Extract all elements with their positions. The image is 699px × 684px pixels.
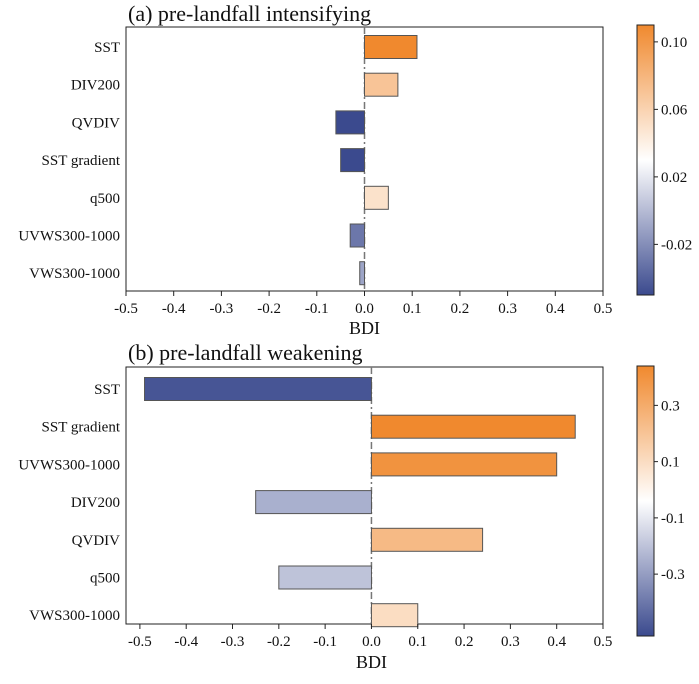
- bar-q500: [364, 185, 389, 210]
- x-tick-label: -0.3: [210, 301, 234, 317]
- x-tick-label: 0.5: [594, 301, 613, 317]
- category-label: DIV200: [71, 495, 120, 511]
- x-tick-label: -0.1: [305, 301, 329, 317]
- x-tick-label: -0.5: [128, 634, 152, 650]
- bar-q500: [278, 565, 372, 590]
- x-tick-label: 0.1: [403, 301, 422, 317]
- x-tick-label: 0.4: [547, 634, 566, 650]
- plot-frame: [125, 366, 604, 625]
- category-label: SST: [94, 382, 120, 398]
- colorbar-tick-label: 0.06: [661, 102, 688, 118]
- x-tick-label: -0.2: [267, 634, 291, 650]
- colorbar-tick-label: 0.1: [661, 455, 680, 471]
- colorbar-tick-label: 0.3: [661, 398, 680, 414]
- x-tick-label: 0.3: [501, 634, 520, 650]
- category-label: SST: [94, 40, 120, 56]
- panel-title: (a) pre-landfall intensifying: [128, 1, 371, 26]
- x-tick-label: 0.5: [594, 634, 613, 650]
- colorbar: [636, 365, 655, 637]
- x-tick-label: -0.1: [313, 634, 337, 650]
- bar-div200: [255, 490, 372, 515]
- bar-div200: [364, 72, 399, 97]
- category-label: SST gradient: [42, 153, 121, 169]
- category-label: UVWS300-1000: [18, 457, 120, 473]
- colorbar-tick-label: -0.1: [661, 511, 685, 527]
- bar-vws300-1000: [359, 261, 366, 286]
- bar-sst: [364, 35, 418, 59]
- x-tick-label: -0.5: [114, 301, 138, 317]
- category-label: QVDIV: [72, 533, 120, 549]
- bar-sst-gradient: [370, 414, 576, 439]
- x-tick-label: 0.2: [451, 301, 470, 317]
- category-label: UVWS300-1000: [18, 229, 120, 245]
- panel-title: (b) pre-landfall weakening: [128, 340, 363, 365]
- x-tick-label: -0.2: [257, 301, 281, 317]
- x-tick-label: -0.4: [174, 634, 198, 650]
- colorbar: [636, 24, 655, 296]
- category-label: DIV200: [71, 78, 120, 94]
- category-label: VWS300-1000: [29, 608, 120, 624]
- colorbar-tick-label: 0.10: [661, 35, 687, 51]
- category-label: SST gradient: [42, 420, 121, 436]
- category-label: VWS300-1000: [29, 266, 120, 282]
- bar-sst-gradient: [340, 148, 365, 173]
- x-tick-label: 0.2: [455, 634, 474, 650]
- bar-sst: [144, 377, 372, 401]
- bar-qvdiv: [335, 110, 366, 135]
- bar-vws300-1000: [370, 603, 419, 628]
- bar-uvws300-1000: [370, 452, 558, 477]
- x-tick-label: 0.4: [546, 301, 565, 317]
- x-tick-label: -0.4: [162, 301, 186, 317]
- x-tick-label: 0.1: [408, 634, 427, 650]
- category-label: q500: [90, 571, 120, 587]
- x-tick-label: 0.3: [498, 301, 517, 317]
- x-axis-label: BDI: [349, 318, 380, 338]
- x-tick-label: 0.0: [355, 301, 374, 317]
- bar-uvws300-1000: [349, 223, 366, 248]
- category-label: QVDIV: [72, 115, 120, 131]
- colorbar-tick-label: 0.02: [661, 170, 687, 186]
- x-axis-label: BDI: [356, 652, 387, 672]
- panel-b: (b) pre-landfall weakening SST SST gradien…: [18, 340, 684, 672]
- x-tick-label: -0.3: [221, 634, 245, 650]
- colorbar-tick-label: -0.02: [661, 237, 692, 253]
- bar-qvdiv: [370, 527, 484, 552]
- panel-a: (a) pre-landfall intensifying SST DIV200 QV…: [18, 1, 692, 338]
- x-tick-label: 0.0: [362, 634, 381, 650]
- colorbar-tick-label: -0.3: [661, 567, 685, 583]
- category-label: q500: [90, 191, 120, 207]
